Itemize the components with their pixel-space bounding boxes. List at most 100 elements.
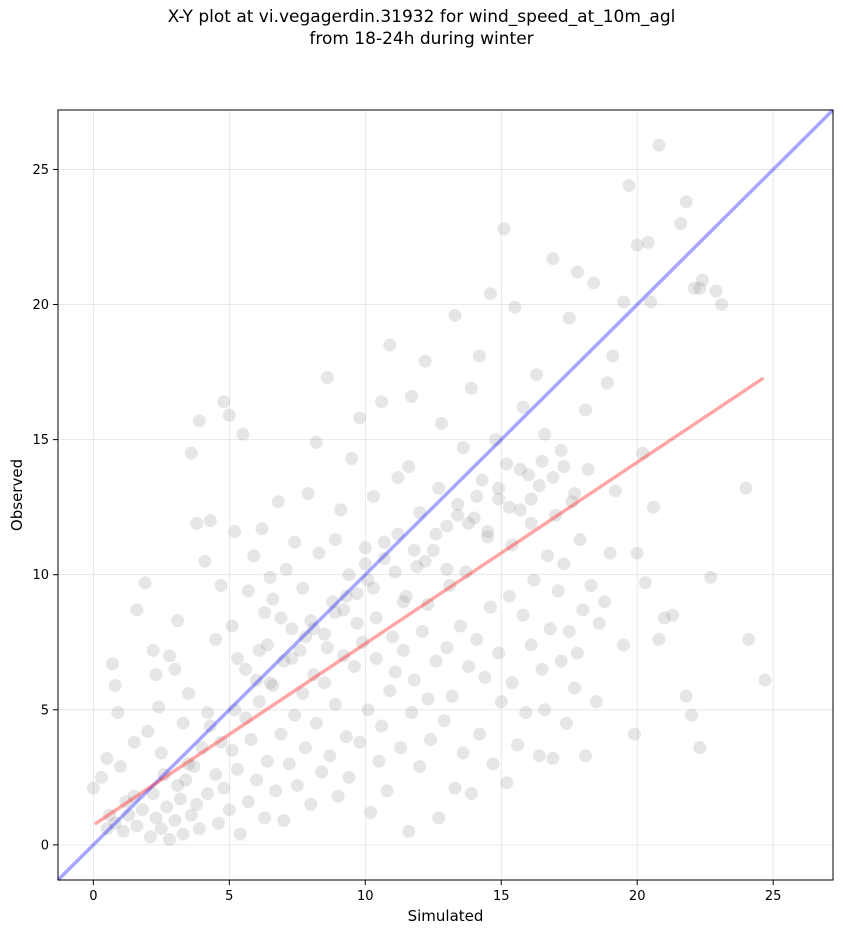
data-point bbox=[290, 778, 304, 792]
data-point bbox=[146, 787, 160, 801]
data-point bbox=[323, 749, 337, 763]
data-point bbox=[407, 673, 421, 687]
data-point bbox=[157, 768, 171, 782]
data-point bbox=[445, 689, 459, 703]
data-point bbox=[258, 811, 272, 825]
data-point bbox=[201, 787, 215, 801]
data-point bbox=[606, 349, 620, 363]
data-point bbox=[263, 676, 277, 690]
data-point bbox=[644, 295, 658, 309]
data-point bbox=[679, 195, 693, 209]
data-point bbox=[241, 795, 255, 809]
data-point bbox=[391, 470, 405, 484]
data-point bbox=[532, 749, 546, 763]
data-point bbox=[519, 705, 533, 719]
data-point bbox=[478, 670, 492, 684]
data-point bbox=[277, 814, 291, 828]
data-point bbox=[342, 568, 356, 582]
data-point bbox=[627, 727, 641, 741]
data-point bbox=[603, 546, 617, 560]
data-point bbox=[241, 584, 255, 598]
fit-line bbox=[94, 377, 765, 826]
data-point bbox=[535, 454, 549, 468]
data-point bbox=[312, 546, 326, 560]
data-point bbox=[247, 549, 261, 563]
data-point bbox=[679, 689, 693, 703]
data-point bbox=[560, 716, 574, 730]
data-point bbox=[524, 638, 538, 652]
data-point bbox=[86, 781, 100, 795]
data-point bbox=[489, 433, 503, 447]
data-point bbox=[494, 695, 508, 709]
data-point bbox=[364, 805, 378, 819]
data-point bbox=[470, 489, 484, 503]
data-point bbox=[138, 576, 152, 590]
x-tick-label: 15 bbox=[493, 889, 510, 904]
data-point bbox=[388, 665, 402, 679]
data-point bbox=[339, 730, 353, 744]
data-point bbox=[413, 760, 427, 774]
data-point bbox=[704, 570, 718, 584]
data-point bbox=[173, 792, 187, 806]
data-point bbox=[266, 678, 280, 692]
data-point bbox=[617, 295, 631, 309]
data-point bbox=[467, 511, 481, 525]
data-point bbox=[415, 624, 429, 638]
data-point bbox=[108, 678, 122, 692]
data-point bbox=[413, 506, 427, 520]
data-point bbox=[451, 497, 465, 511]
data-point bbox=[114, 760, 128, 774]
data-point bbox=[250, 773, 264, 787]
data-point bbox=[176, 827, 190, 841]
data-point bbox=[440, 641, 454, 655]
data-point bbox=[350, 587, 364, 601]
data-point bbox=[402, 824, 416, 838]
data-point bbox=[279, 562, 293, 576]
x-tick-label: 10 bbox=[357, 889, 374, 904]
grid-lines bbox=[58, 110, 833, 880]
data-point bbox=[337, 649, 351, 663]
data-point bbox=[396, 643, 410, 657]
data-point bbox=[568, 487, 582, 501]
data-point bbox=[674, 216, 688, 230]
data-point bbox=[350, 616, 364, 630]
data-point bbox=[557, 460, 571, 474]
data-point bbox=[521, 468, 535, 482]
data-point bbox=[361, 573, 375, 587]
data-point bbox=[652, 633, 666, 647]
data-point bbox=[168, 814, 182, 828]
data-point bbox=[426, 543, 440, 557]
data-point bbox=[209, 768, 223, 782]
data-point bbox=[502, 589, 516, 603]
y-tick-label: 25 bbox=[32, 163, 49, 178]
data-point bbox=[154, 822, 168, 836]
data-point bbox=[513, 462, 527, 476]
data-point bbox=[369, 611, 383, 625]
data-point bbox=[285, 622, 299, 636]
data-point bbox=[141, 724, 155, 738]
data-point bbox=[429, 527, 443, 541]
data-point bbox=[320, 641, 334, 655]
data-point bbox=[328, 606, 342, 620]
axis-ticks: 0 5 10 15 20 25 0 5 10 15 20 25 bbox=[32, 163, 781, 904]
data-point bbox=[418, 354, 432, 368]
data-point bbox=[538, 703, 552, 717]
data-point bbox=[266, 592, 280, 606]
data-point bbox=[187, 760, 201, 774]
data-point bbox=[111, 705, 125, 719]
data-point bbox=[546, 252, 560, 266]
data-point bbox=[353, 735, 367, 749]
data-point bbox=[557, 557, 571, 571]
data-point bbox=[570, 646, 584, 660]
data-point bbox=[345, 452, 359, 466]
data-point bbox=[304, 614, 318, 628]
data-point bbox=[244, 733, 258, 747]
data-point bbox=[192, 414, 206, 428]
data-point bbox=[353, 411, 367, 425]
data-point bbox=[543, 622, 557, 636]
data-point bbox=[500, 776, 514, 790]
data-point bbox=[377, 551, 391, 565]
data-point bbox=[192, 822, 206, 836]
data-point bbox=[119, 795, 133, 809]
data-point bbox=[285, 651, 299, 665]
